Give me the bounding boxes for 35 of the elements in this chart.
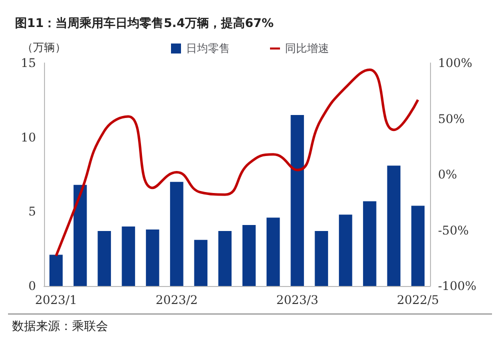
- x-tick-label: 2023/3: [276, 293, 318, 307]
- y-axis-title: （万辆）: [22, 41, 66, 54]
- x-tick-label: 2023/2: [156, 293, 198, 307]
- x-tick-label: 2023/1: [34, 293, 78, 307]
- legend-label: 日均零售: [186, 42, 230, 55]
- bar: [146, 230, 160, 286]
- bar: [218, 230, 232, 286]
- bar: [314, 230, 328, 286]
- bar: [194, 240, 208, 286]
- y2-tick-label: 0%: [438, 168, 458, 182]
- bar: [242, 225, 256, 286]
- source-note: 数据来源：乘联会: [12, 319, 108, 333]
- line-series: [54, 68, 420, 258]
- chart-title: 图11：当周乘用车日均零售5.4万辆，提高67%: [15, 16, 274, 30]
- bar: [74, 184, 87, 286]
- bar: [387, 166, 400, 286]
- y-tick-label: 5: [28, 204, 36, 219]
- y-tick-label: 10: [20, 130, 36, 144]
- x-tick-label: 2022/5: [396, 293, 440, 307]
- y2-tick-label: 100%: [438, 56, 472, 70]
- y2-tick-label: -100%: [438, 279, 476, 293]
- y-tick-label: 0: [28, 279, 36, 293]
- bar: [363, 201, 376, 286]
- y-tick-label: 15: [20, 56, 36, 70]
- bar: [411, 206, 425, 286]
- bar: [49, 254, 63, 286]
- bar: [170, 182, 184, 286]
- bar: [122, 226, 136, 286]
- y2-tick-label: 50%: [438, 112, 465, 126]
- y2-tick-label: -50%: [438, 223, 469, 238]
- bar: [266, 218, 280, 286]
- legend-label: 同比增速: [285, 42, 329, 55]
- bar: [98, 230, 111, 286]
- bar: [290, 115, 304, 286]
- bar: [338, 214, 352, 286]
